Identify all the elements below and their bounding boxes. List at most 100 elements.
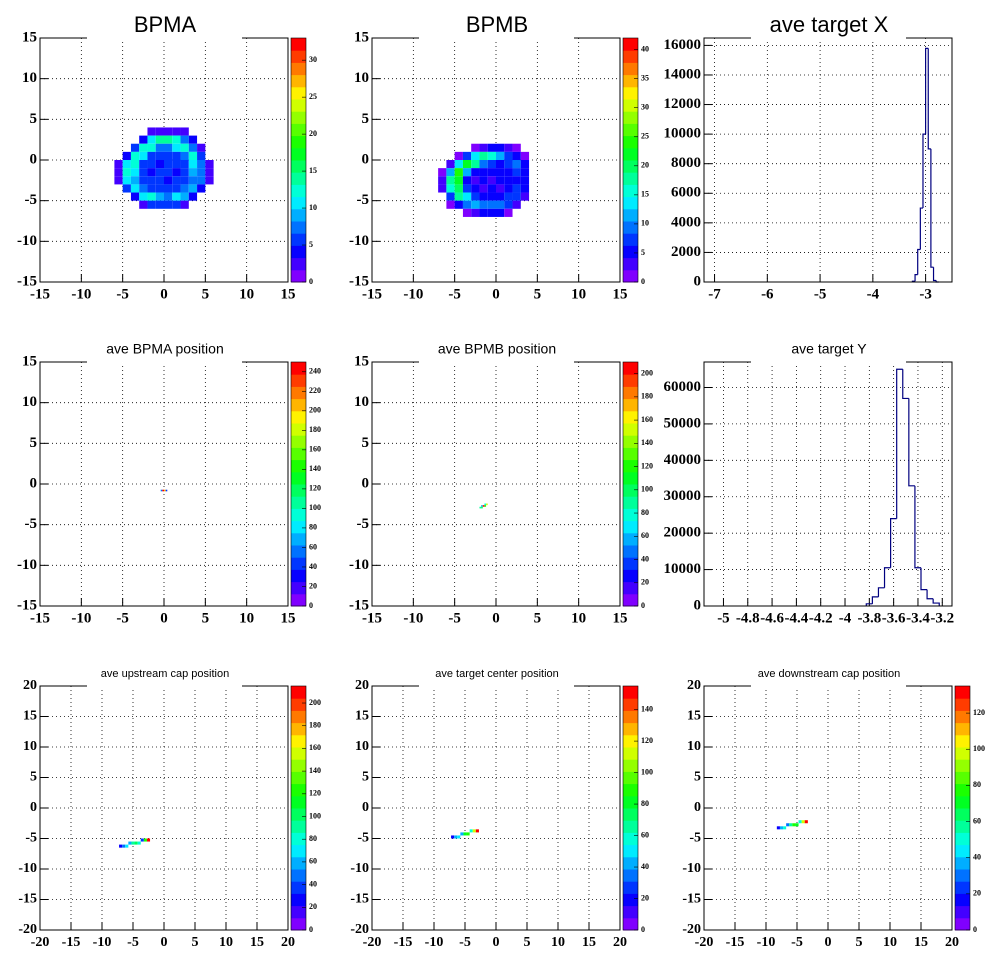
z-tick-label: 0 — [309, 277, 313, 286]
cell — [471, 168, 480, 177]
x-tick-label: -10 — [71, 610, 91, 626]
cell — [487, 192, 496, 201]
cell — [125, 842, 128, 845]
cell — [188, 168, 198, 177]
cell — [529, 168, 537, 176]
color-band — [955, 722, 970, 736]
cell — [504, 176, 513, 185]
x-tick-label: -5 — [448, 286, 461, 302]
cell — [512, 143, 521, 152]
cell — [188, 184, 198, 193]
z-tick-label: 20 — [309, 581, 317, 590]
color-band — [623, 905, 638, 919]
cell — [454, 168, 463, 177]
color-bar-frame — [290, 685, 307, 931]
cell — [446, 200, 455, 209]
z-tick-label: 120 — [641, 736, 653, 745]
color-band — [291, 362, 306, 375]
color-band — [623, 160, 638, 173]
cell — [457, 829, 460, 832]
pad: -5 -4.8 -4.6 -4.4 -4.2 -4 -3.8 -3.6 -3.4 -3.2 0 100… — [664, 324, 954, 626]
color-band — [955, 856, 970, 870]
color-band — [623, 520, 638, 534]
color-band — [955, 698, 970, 711]
cell — [472, 829, 476, 833]
color-band — [291, 269, 306, 283]
chart-title: ave downstream cap position — [758, 668, 900, 680]
cell — [473, 835, 476, 838]
cell — [164, 168, 173, 177]
y-tick-label: -15 — [349, 273, 369, 289]
y-tick-label: 5 — [362, 111, 370, 127]
y-tick-label: 0 — [30, 151, 38, 167]
cell — [454, 829, 457, 832]
title-box — [419, 0, 574, 39]
cell — [205, 152, 213, 160]
cell — [496, 151, 505, 160]
x-tick-label: -10 — [71, 286, 91, 302]
cell — [139, 151, 148, 160]
cell — [462, 151, 472, 160]
color-band — [291, 917, 306, 931]
cell — [471, 143, 480, 152]
color-band — [291, 172, 306, 185]
cell — [197, 201, 205, 209]
color-band — [955, 820, 970, 833]
x-tick-label: 15 — [281, 610, 296, 626]
x-tick-label: -5 — [448, 610, 461, 626]
cell — [805, 823, 808, 826]
cell — [438, 144, 446, 152]
hist-bin — [902, 369, 909, 400]
color-band — [955, 686, 970, 699]
cell — [122, 151, 131, 160]
color-band — [291, 459, 306, 473]
cell — [463, 144, 471, 152]
pad: -15 -10 -5 0 5 10 15 -15 -10 -5 0 5 10 15 0 20 40 60 80 100… — [349, 324, 653, 626]
color-band — [955, 783, 970, 797]
color-band — [623, 269, 638, 283]
cell — [138, 845, 141, 848]
cell — [479, 505, 481, 507]
y-tick-label: 8000 — [671, 155, 701, 171]
cell — [484, 503, 487, 506]
color-band — [955, 734, 970, 748]
cell — [180, 192, 189, 201]
color-band — [623, 245, 638, 259]
cell — [164, 127, 173, 136]
cell — [155, 127, 164, 136]
y-tick-label: -10 — [349, 233, 369, 249]
y-tick-label: 15 — [355, 709, 369, 724]
y-tick-label: -5 — [25, 192, 38, 208]
title-box — [419, 324, 574, 363]
x-tick-label: -3.6 — [882, 610, 906, 626]
cell — [529, 184, 537, 192]
color-band — [623, 545, 638, 558]
x-tick-label: -20 — [695, 935, 714, 950]
cell — [455, 144, 463, 152]
cell — [529, 160, 537, 168]
x-tick-label: -7 — [708, 286, 721, 302]
cell — [487, 200, 496, 209]
cell — [783, 826, 787, 830]
color-band — [291, 496, 306, 509]
cell — [529, 152, 537, 160]
hist-bin — [927, 48, 931, 150]
cell — [155, 151, 164, 160]
cell — [801, 820, 805, 824]
cell — [189, 127, 197, 135]
cell — [188, 176, 198, 185]
z-tick-label: 100 — [973, 744, 985, 753]
cell — [786, 826, 789, 829]
y-tick-label: 20000 — [664, 525, 702, 541]
cell — [205, 144, 213, 152]
cell — [125, 844, 129, 848]
color-band — [955, 808, 970, 821]
cell — [457, 832, 460, 835]
cell — [172, 200, 181, 209]
cell — [776, 826, 780, 830]
x-tick-label: -20 — [31, 935, 50, 950]
cell — [114, 193, 122, 201]
title-box — [87, 0, 242, 39]
y-tick-label: -5 — [25, 831, 37, 846]
